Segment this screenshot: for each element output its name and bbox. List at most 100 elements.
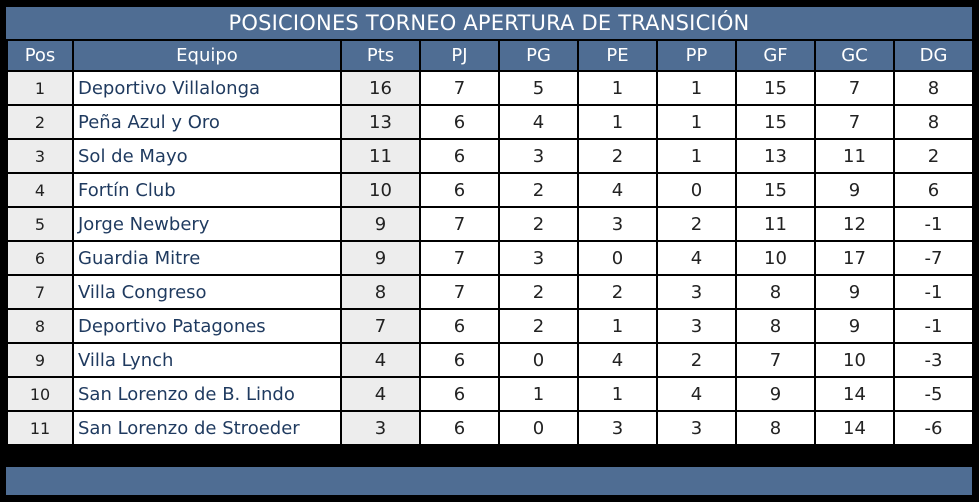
pe-cell: 3 [577, 410, 658, 446]
pp-cell: 1 [656, 104, 737, 140]
pe-cell: 1 [577, 308, 658, 344]
pp-cell: 3 [656, 410, 737, 446]
gf-cell: 15 [735, 104, 816, 140]
team-cell: Villa Congreso [72, 274, 342, 310]
team-cell: Fortín Club [72, 172, 342, 208]
pp-cell: 4 [656, 240, 737, 276]
dg-cell: -3 [893, 342, 974, 378]
pp-cell: 4 [656, 376, 737, 412]
gf-cell: 7 [735, 342, 816, 378]
pe-cell: 0 [577, 240, 658, 276]
table-row: 10 San Lorenzo de B. Lindo 4 6 1 1 4 9 14 -5 [6, 376, 974, 412]
header-row: Pos Equipo Pts PJ PG PE PP GF GC DG [6, 39, 974, 72]
pg-cell: 0 [498, 410, 579, 446]
gc-cell: 11 [814, 138, 895, 174]
pj-cell: 6 [419, 376, 500, 412]
pj-cell: 7 [419, 206, 500, 242]
pos-cell: 5 [6, 206, 74, 242]
column-header-pp: PP [656, 39, 737, 72]
dg-cell: 8 [893, 104, 974, 140]
dg-cell: 8 [893, 70, 974, 106]
gc-cell: 9 [814, 274, 895, 310]
table-row: 7 Villa Congreso 8 7 2 2 3 8 9 -1 [6, 274, 974, 310]
dg-cell: -1 [893, 206, 974, 242]
pg-cell: 1 [498, 376, 579, 412]
team-cell: San Lorenzo de Stroeder [72, 410, 342, 446]
pp-cell: 2 [656, 342, 737, 378]
pe-cell: 4 [577, 342, 658, 378]
pts-cell: 3 [340, 410, 421, 446]
pts-cell: 13 [340, 104, 421, 140]
pg-cell: 2 [498, 274, 579, 310]
dg-cell: -5 [893, 376, 974, 412]
column-header-team: Equipo [72, 39, 342, 72]
footer-bar [6, 467, 972, 495]
team-cell: Jorge Newbery [72, 206, 342, 242]
pos-cell: 11 [6, 410, 74, 446]
gc-cell: 14 [814, 376, 895, 412]
pts-cell: 8 [340, 274, 421, 310]
column-header-pg: PG [498, 39, 579, 72]
dg-cell: 2 [893, 138, 974, 174]
column-header-gf: GF [735, 39, 816, 72]
pos-cell: 2 [6, 104, 74, 140]
table-row: 9 Villa Lynch 4 6 0 4 2 7 10 -3 [6, 342, 974, 378]
pg-cell: 2 [498, 206, 579, 242]
column-header-pos: Pos [6, 39, 74, 72]
table-row: 2 Peña Azul y Oro 13 6 4 1 1 15 7 8 [6, 104, 974, 140]
table-row: 5 Jorge Newbery 9 7 2 3 2 11 12 -1 [6, 206, 974, 242]
gc-cell: 10 [814, 342, 895, 378]
pj-cell: 7 [419, 70, 500, 106]
pp-cell: 1 [656, 138, 737, 174]
team-cell: Sol de Mayo [72, 138, 342, 174]
dg-cell: -6 [893, 410, 974, 446]
team-cell: Deportivo Patagones [72, 308, 342, 344]
team-cell: Guardia Mitre [72, 240, 342, 276]
dg-cell: -7 [893, 240, 974, 276]
table-title: POSICIONES TORNEO APERTURA DE TRANSICIÓN [6, 7, 972, 39]
pg-cell: 5 [498, 70, 579, 106]
pos-cell: 9 [6, 342, 74, 378]
gc-cell: 17 [814, 240, 895, 276]
dg-cell: -1 [893, 274, 974, 310]
pj-cell: 7 [419, 240, 500, 276]
pts-cell: 9 [340, 240, 421, 276]
pos-cell: 3 [6, 138, 74, 174]
gf-cell: 15 [735, 70, 816, 106]
pj-cell: 7 [419, 274, 500, 310]
gc-cell: 14 [814, 410, 895, 446]
gf-cell: 10 [735, 240, 816, 276]
pts-cell: 4 [340, 342, 421, 378]
pe-cell: 1 [577, 70, 658, 106]
column-header-pj: PJ [419, 39, 500, 72]
team-cell: San Lorenzo de B. Lindo [72, 376, 342, 412]
team-cell: Deportivo Villalonga [72, 70, 342, 106]
table-row: 3 Sol de Mayo 11 6 3 2 1 13 11 2 [6, 138, 974, 174]
gc-cell: 9 [814, 308, 895, 344]
pg-cell: 4 [498, 104, 579, 140]
pos-cell: 1 [6, 70, 74, 106]
dg-cell: -1 [893, 308, 974, 344]
standings-body: 1 Deportivo Villalonga 16 7 5 1 1 15 7 8 2 Peña Azu… [6, 70, 974, 446]
pos-cell: 10 [6, 376, 74, 412]
pos-cell: 8 [6, 308, 74, 344]
pg-cell: 2 [498, 308, 579, 344]
team-cell: Villa Lynch [72, 342, 342, 378]
gf-cell: 8 [735, 308, 816, 344]
pp-cell: 3 [656, 274, 737, 310]
pts-cell: 4 [340, 376, 421, 412]
pp-cell: 0 [656, 172, 737, 208]
pts-cell: 11 [340, 138, 421, 174]
column-header-dg: DG [893, 39, 974, 72]
gc-cell: 9 [814, 172, 895, 208]
pts-cell: 16 [340, 70, 421, 106]
gc-cell: 12 [814, 206, 895, 242]
pj-cell: 6 [419, 410, 500, 446]
table-row: 4 Fortín Club 10 6 2 4 0 15 9 6 [6, 172, 974, 208]
pj-cell: 6 [419, 308, 500, 344]
pj-cell: 6 [419, 138, 500, 174]
gc-cell: 7 [814, 104, 895, 140]
pe-cell: 3 [577, 206, 658, 242]
gf-cell: 11 [735, 206, 816, 242]
table-row: 11 San Lorenzo de Stroeder 3 6 0 3 3 8 14 -6 [6, 410, 974, 446]
